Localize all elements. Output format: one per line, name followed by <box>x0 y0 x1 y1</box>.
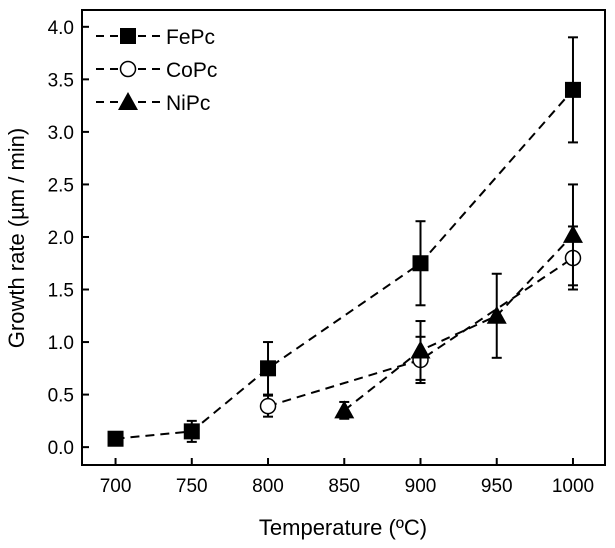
x-axis-label: Temperature (ºC) <box>259 515 427 540</box>
x-tick-label: 1000 <box>552 476 594 497</box>
data-point-NiPc <box>410 340 431 359</box>
data-point-FePc <box>260 360 277 377</box>
legend-marker-NiPc <box>118 92 138 110</box>
series-line-NiPc <box>343 234 574 412</box>
x-tick-label: 800 <box>252 476 284 497</box>
x-tick-label: 750 <box>176 476 208 497</box>
legend-label: NiPc <box>166 92 210 115</box>
series-FePc <box>107 36 581 447</box>
y-axis-label: Growth rate (µm / min) <box>4 128 29 348</box>
y-tick-label: 4.0 <box>48 18 74 39</box>
x-tick-label: 700 <box>100 476 132 497</box>
series-line-CoPc <box>267 257 574 408</box>
data-point-FePc <box>183 423 200 440</box>
legend-marker-CoPc <box>119 60 137 78</box>
y-tick-label: 2.0 <box>48 228 74 249</box>
data-point-NiPc <box>334 400 355 419</box>
legend-marker-FePc <box>120 28 136 44</box>
y-tick-label: 2.5 <box>48 175 74 196</box>
y-tick-label: 0.0 <box>48 438 74 459</box>
data-point-FePc <box>412 255 429 272</box>
plot-frame <box>81 9 606 466</box>
x-tick-label: 950 <box>481 476 513 497</box>
data-point-NiPc <box>486 305 507 324</box>
data-point-FePc <box>564 81 581 98</box>
data-point-FePc <box>107 430 124 447</box>
data-point-NiPc <box>562 224 583 243</box>
y-tick-label: 3.0 <box>48 123 74 144</box>
x-tick-label: 900 <box>405 476 437 497</box>
series-NiPc <box>334 183 583 420</box>
x-tick-label: 850 <box>328 476 360 497</box>
y-tick-label: 1.5 <box>48 281 74 302</box>
legend-label: FePc <box>166 26 215 49</box>
y-tick-label: 0.5 <box>48 386 74 407</box>
series-line-FePc <box>115 89 574 440</box>
data-point-CoPc <box>259 397 277 415</box>
y-tick-label: 1.0 <box>48 333 74 354</box>
legend-label: CoPc <box>166 59 217 82</box>
y-tick-label: 3.5 <box>48 70 74 91</box>
